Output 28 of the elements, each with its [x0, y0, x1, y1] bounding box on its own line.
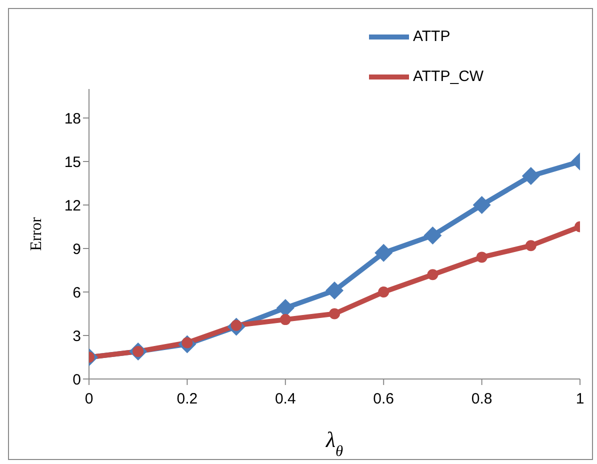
y-tick-label: 6 — [72, 284, 81, 302]
point — [476, 252, 488, 263]
x-tick-label: 1 — [576, 390, 584, 408]
point — [472, 196, 491, 214]
point — [522, 167, 540, 185]
y-tick-label: 3 — [72, 328, 81, 345]
y-axis-title: Error — [28, 216, 45, 251]
x-tick-label: 0.4 — [274, 390, 296, 408]
y-tick-label: 15 — [64, 154, 81, 171]
point — [525, 240, 536, 252]
point — [427, 269, 438, 280]
y-tick-label: 9 — [72, 240, 81, 258]
point — [329, 308, 340, 320]
point — [326, 282, 344, 300]
legend-label: ATTP — [413, 28, 450, 45]
point — [374, 244, 393, 262]
x-tick-label: 0.8 — [471, 390, 492, 408]
x-tick-label: 0.6 — [373, 390, 394, 408]
y-tick-label: 12 — [64, 197, 81, 214]
point — [424, 226, 442, 244]
x-axis-title: λ$_{θ}$ — [324, 427, 344, 460]
x-tick-label: 0.2 — [176, 390, 198, 408]
point — [280, 314, 291, 326]
x-tick-label: 0 — [84, 390, 94, 408]
y-tick-label: 0 — [72, 371, 81, 388]
legend-label: ATTP_CW — [413, 68, 484, 85]
y-tick-label: 18 — [64, 110, 81, 128]
point — [378, 286, 390, 298]
